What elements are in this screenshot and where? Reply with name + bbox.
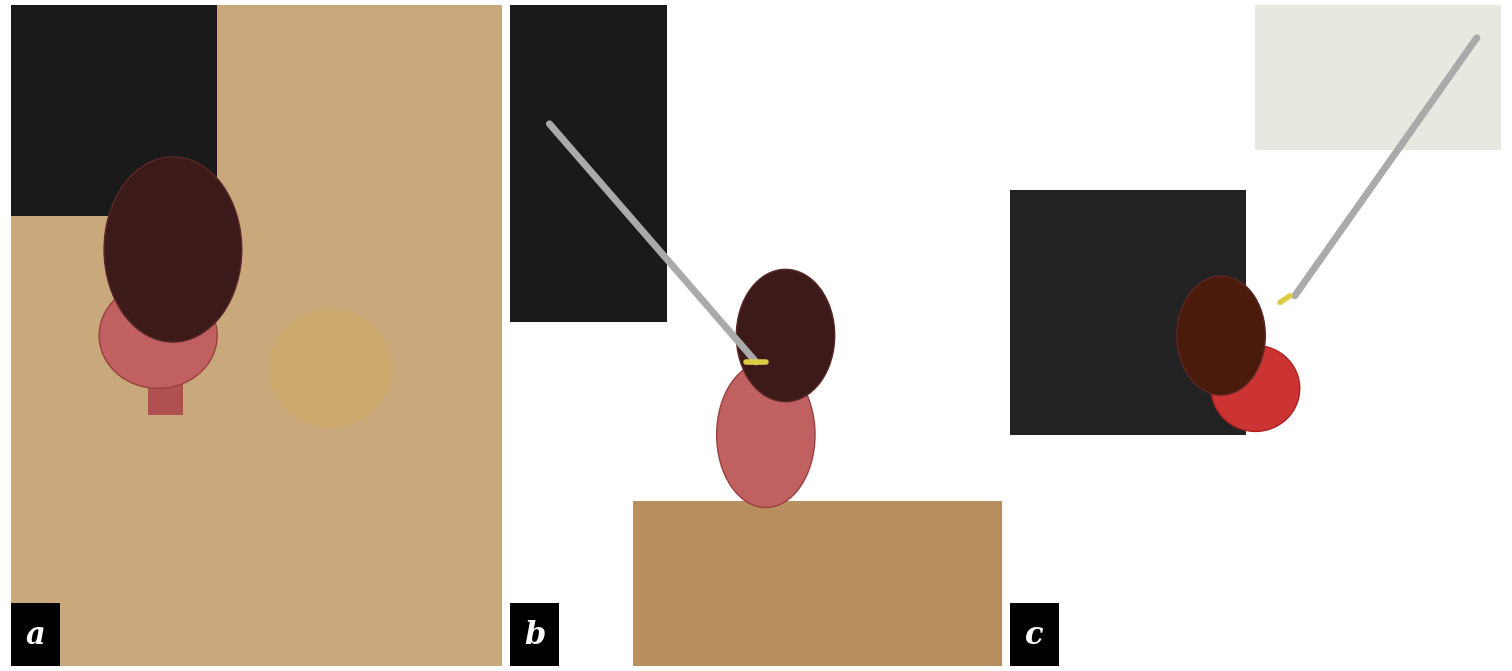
Circle shape <box>1176 276 1266 395</box>
Polygon shape <box>1255 5 1501 150</box>
Ellipse shape <box>100 282 218 389</box>
Polygon shape <box>148 362 183 415</box>
Text: a: a <box>26 620 45 651</box>
Circle shape <box>104 157 242 342</box>
Polygon shape <box>11 5 502 666</box>
Text: c: c <box>1025 620 1043 651</box>
Text: b: b <box>525 620 546 651</box>
Ellipse shape <box>269 309 392 428</box>
Ellipse shape <box>1211 346 1300 431</box>
Ellipse shape <box>717 362 815 507</box>
Polygon shape <box>11 5 218 217</box>
FancyBboxPatch shape <box>510 603 559 666</box>
Polygon shape <box>634 501 1002 666</box>
Polygon shape <box>1010 190 1246 435</box>
Polygon shape <box>510 5 667 322</box>
Circle shape <box>736 269 835 402</box>
FancyBboxPatch shape <box>11 603 60 666</box>
FancyBboxPatch shape <box>1010 603 1058 666</box>
